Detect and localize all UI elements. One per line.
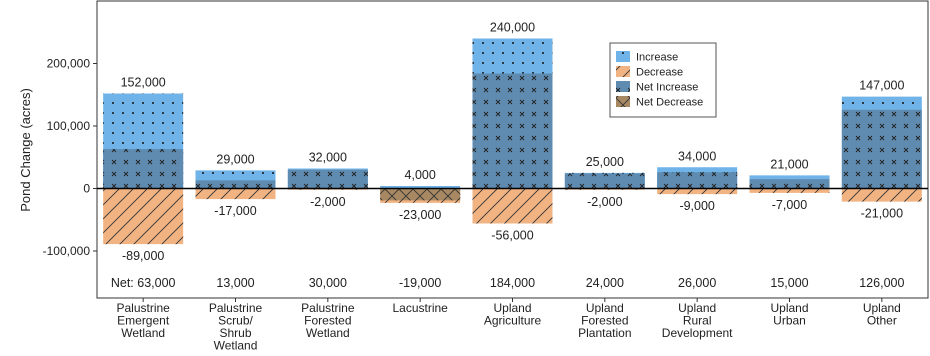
increase-value-label: 29,000 xyxy=(216,152,254,166)
decrease-bar-pattern xyxy=(472,188,553,224)
net-value-label: Net: 63,000 xyxy=(111,276,176,290)
decrease-value-label: -21,000 xyxy=(861,207,903,221)
category-label: Upland Other xyxy=(863,301,901,328)
decrease-value-label: -7,000 xyxy=(772,198,807,212)
decrease-value-label: -17,000 xyxy=(214,204,256,218)
net-value-label: 13,000 xyxy=(216,276,254,290)
decrease-value-label: -2,000 xyxy=(587,195,622,209)
category-label: Upland Forested Plantation xyxy=(578,301,631,340)
increase-value-label: 34,000 xyxy=(678,149,716,163)
increase-value-label: 240,000 xyxy=(490,21,535,35)
net-increase-bar-pattern xyxy=(287,169,368,189)
net-increase-bar-pattern xyxy=(564,173,645,189)
category-label: Palustrine Scrub/Shrub Wetland xyxy=(209,301,263,351)
decrease-value-label: -2,000 xyxy=(310,195,345,209)
legend: Increase Decrease Net Increase Net Decrease xyxy=(609,42,717,118)
legend-label-net-increase: Net Increase xyxy=(636,82,698,94)
net-value-label: 24,000 xyxy=(586,276,624,290)
decrease-bar-pattern xyxy=(103,188,184,245)
decrease-value-label: -9,000 xyxy=(679,199,714,213)
decrease-value-label: -23,000 xyxy=(399,208,441,222)
increase-value-label: 32,000 xyxy=(309,151,347,165)
y-axis-label: Pond Change (acres) xyxy=(18,88,33,212)
net-value-label: 30,000 xyxy=(309,276,347,290)
increase-value-label: 4,000 xyxy=(405,168,436,182)
legend-label-increase: Increase xyxy=(636,52,678,64)
net-value-label: 26,000 xyxy=(678,276,716,290)
category-label: Upland Urban xyxy=(770,301,808,328)
net-increase-bar-pattern xyxy=(841,109,922,189)
net-increase-bar-pattern xyxy=(103,149,184,189)
category-label: Upland Rural Development xyxy=(662,301,733,340)
net-value-label: 126,000 xyxy=(859,276,904,290)
legend-label-decrease: Decrease xyxy=(636,67,683,79)
increase-value-label: 152,000 xyxy=(121,76,166,90)
increase-bar-pattern xyxy=(380,186,461,189)
increase-value-label: 147,000 xyxy=(859,79,904,93)
net-decrease-bar-pattern xyxy=(380,188,461,201)
legend-swatch-pattern xyxy=(616,66,630,77)
decrease-bar-pattern xyxy=(195,188,276,200)
decrease-value-label: -89,000 xyxy=(122,249,164,263)
category-label: Lacustrine xyxy=(392,301,448,315)
net-increase-bar-pattern xyxy=(472,73,553,189)
y-tick-label: 0 xyxy=(83,182,90,196)
y-tick-label: 200,000 xyxy=(47,57,91,71)
y-tick-label: 100,000 xyxy=(47,119,91,133)
increase-value-label: 25,000 xyxy=(586,155,624,169)
net-increase-bar-pattern xyxy=(749,179,830,189)
category-label: Palustrine Emergent Wetland xyxy=(116,301,170,340)
legend-swatch-pattern xyxy=(616,81,630,92)
decrease-bar-pattern xyxy=(841,188,922,202)
legend-swatch-pattern xyxy=(616,51,630,62)
net-value-label: 184,000 xyxy=(490,276,535,290)
net-increase-bar-pattern xyxy=(195,180,276,189)
net-value-label: -19,000 xyxy=(399,276,441,290)
category-label: Upland Agriculture xyxy=(484,301,542,328)
decrease-bar-pattern xyxy=(657,188,738,195)
legend-label-net-decrease: Net Decrease xyxy=(636,97,703,109)
category-label: Palustrine Forested Wetland xyxy=(301,301,355,340)
y-tick-label: -100,000 xyxy=(43,244,91,258)
decrease-bar-pattern xyxy=(749,188,830,193)
net-increase-bar-pattern xyxy=(657,172,738,189)
legend-swatch-pattern xyxy=(616,96,630,107)
net-value-label: 15,000 xyxy=(770,276,808,290)
decrease-value-label: -56,000 xyxy=(491,229,533,243)
increase-value-label: 21,000 xyxy=(770,157,808,171)
